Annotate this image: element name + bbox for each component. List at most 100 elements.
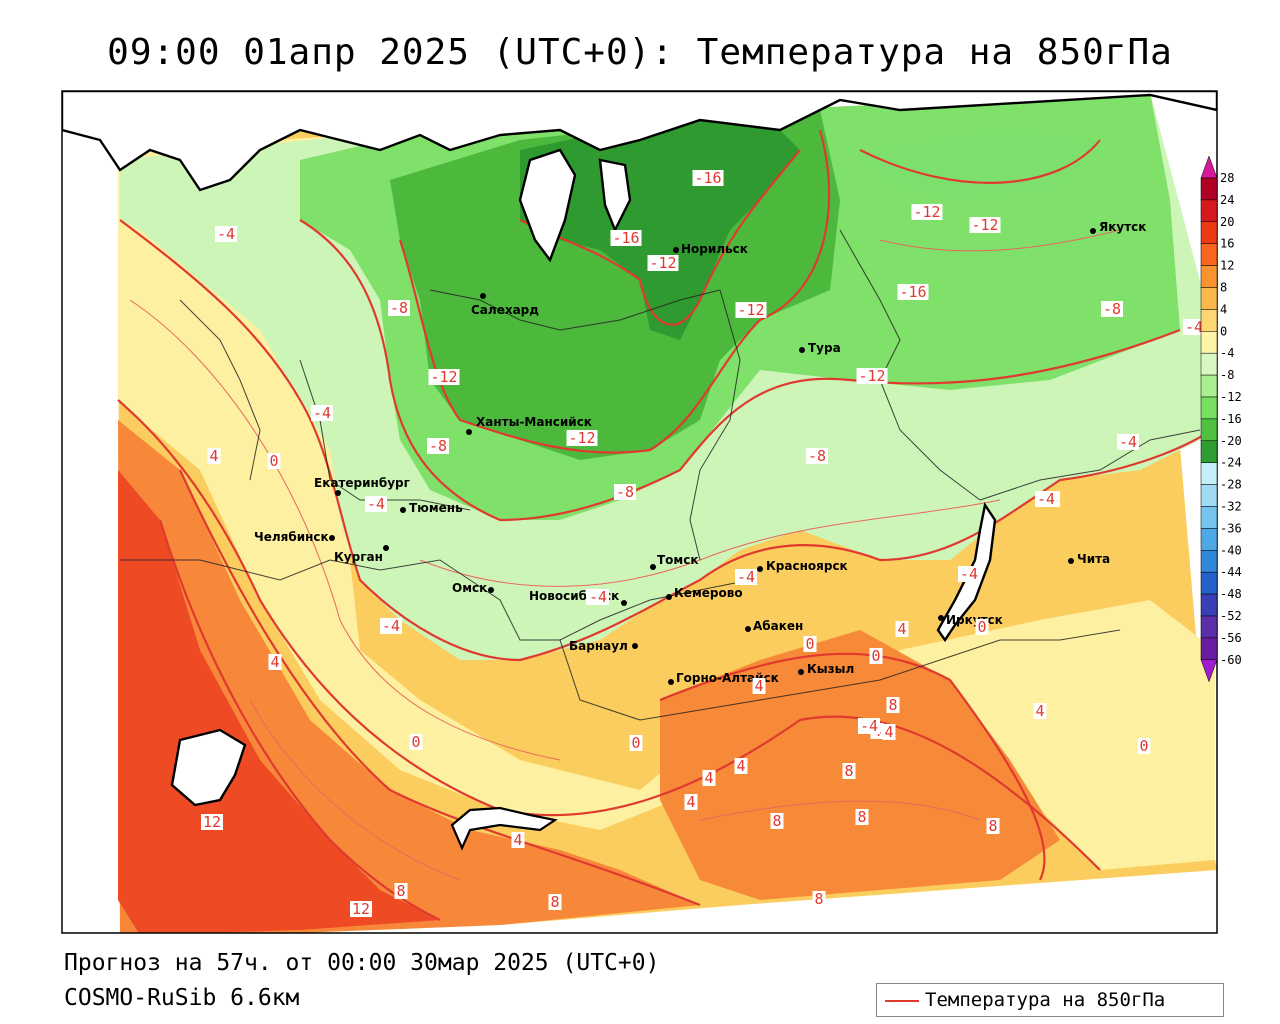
isotherm-label: 4 — [270, 653, 279, 671]
colorbar-swatch — [1200, 243, 1218, 266]
isotherm-label: -4 — [1185, 318, 1203, 336]
isotherm-label: 8 — [888, 696, 897, 714]
isotherm-label: 0 — [805, 635, 814, 653]
isotherm-label-bg — [1035, 491, 1057, 507]
isotherm-label-bg — [735, 569, 757, 585]
isotherm-label: -8 — [1103, 300, 1121, 318]
colorbar-tick-label: -16 — [1220, 412, 1242, 426]
city-label: Кызыл — [807, 662, 854, 676]
colorbar-bottom-arrow — [1200, 659, 1218, 683]
isotherm-label-bg — [394, 883, 408, 899]
city-label: Ханты-Мансийск — [476, 415, 592, 429]
colorbar-tick-label: 28 — [1220, 171, 1234, 185]
isotherm-label-bg — [969, 217, 1001, 233]
isotherm-label-bg — [812, 891, 826, 907]
city-marker: Кызыл — [798, 662, 854, 676]
lake-balkhash — [450, 806, 558, 851]
colorbar-tick-label: -60 — [1220, 653, 1242, 667]
border-line-8 — [179, 299, 261, 481]
colorbar-tick-label: -28 — [1220, 478, 1242, 492]
isotherm-label: -12 — [737, 301, 764, 319]
isotherm-label: 0 — [1139, 737, 1148, 755]
city-label: Красноярск — [766, 559, 848, 573]
city-marker: Чита — [1068, 552, 1110, 566]
isotherm-label-bg — [350, 901, 372, 917]
isotherm-label: 4 — [736, 757, 745, 775]
isotherm-label: 0 — [411, 733, 420, 751]
city-marker: Екатеринбург — [314, 476, 410, 496]
colorbar-tick-label: 20 — [1220, 215, 1234, 229]
isotherm-label-bg — [856, 368, 888, 384]
coastline-group — [62, 91, 1217, 851]
isotherm-label-bg — [566, 430, 598, 446]
colorbar-swatch — [1200, 396, 1218, 420]
isotherm-label-bg — [692, 170, 724, 186]
isotherm-label-bg — [702, 770, 716, 786]
isotherm-label: 8 — [772, 812, 781, 830]
city-label: Тюмень — [409, 501, 463, 515]
isotherm-label: -4 — [1037, 490, 1055, 508]
isotherm-label-bg — [365, 496, 387, 512]
colorbar-swatch — [1200, 593, 1218, 617]
colorbar-swatch — [1200, 506, 1218, 529]
map-title: 09:00 01апр 2025 (UTC+0): Температура на… — [107, 32, 1173, 73]
isotherm-label: 0 — [871, 647, 880, 665]
isotherm-label: -8 — [390, 299, 408, 317]
temp-zone-dark-green — [520, 110, 800, 340]
colorbar-swatch — [1200, 309, 1218, 332]
isotherm-label: -8 — [616, 483, 634, 501]
colorbar-tick-label: -8 — [1220, 368, 1234, 382]
isotherm-label-bg — [207, 448, 221, 464]
isotherm-label-bg — [886, 697, 900, 713]
legend: Температура на 850гПа — [876, 983, 1224, 1017]
colorbar-tick-label: -32 — [1220, 500, 1242, 514]
isotherm-label: 4 — [209, 447, 218, 465]
isotherm-label-bg — [548, 894, 562, 910]
isotherm-label-bg — [958, 566, 980, 582]
isotherm-label: 4 — [884, 723, 893, 741]
cities-layer: Салехард Норильск Якутск Тура Ханты-Манс… — [254, 220, 1146, 685]
colorbar-swatch — [1200, 265, 1218, 288]
colorbar-tick-label: -4 — [1220, 346, 1234, 360]
isotherm-label: 12 — [352, 900, 370, 918]
colorbar-tick-label: 16 — [1220, 237, 1234, 251]
isotherm-label: -4 — [382, 617, 400, 635]
colorbar-swatch — [1200, 462, 1218, 485]
isotherm-label-bg — [1137, 738, 1151, 754]
city-marker: Красноярск — [757, 559, 848, 573]
isotherm-label: 0 — [977, 618, 986, 636]
city-label: Абакен — [753, 619, 803, 633]
isotherm-label: -4 — [860, 717, 878, 735]
isotherm-label: 0 — [269, 452, 278, 470]
city-marker: Салехард — [471, 293, 539, 317]
isotherm-label-bg — [975, 619, 989, 635]
isotherm-label-bg — [882, 724, 896, 740]
isotherm-label: -12 — [858, 367, 885, 385]
colorbar-swatch — [1200, 221, 1218, 244]
color-scale-bar: 28 24 20 16 12 8 4 0 -4 -8 -12 -16 -20 -24 -28 -32 -36 -4… — [1200, 155, 1242, 683]
isotherm-label-bg — [684, 794, 698, 810]
isotherm-label: 8 — [814, 890, 823, 908]
isotherm-label-bg — [895, 621, 909, 637]
colorbar-swatch — [1200, 571, 1218, 595]
arctic-ocean — [62, 91, 1217, 192]
isotherm-thin-3 — [879, 229, 1121, 252]
isotherm-label: -12 — [430, 368, 457, 386]
city-marker: Норильск — [673, 242, 748, 256]
city-marker: Челябинск — [254, 530, 335, 544]
isotherm-label: 8 — [857, 808, 866, 826]
colorbar-swatch — [1200, 374, 1218, 398]
border-line-1 — [120, 559, 751, 641]
city-marker: Абакен — [745, 619, 803, 633]
colorbar-tick-label: -44 — [1220, 565, 1242, 579]
city-marker: Тура — [799, 341, 841, 355]
isotherm-label: 0 — [631, 734, 640, 752]
city-label: Норильск — [681, 242, 748, 256]
isotherm-label-bg — [986, 818, 1000, 834]
colorbar-swatch — [1200, 177, 1218, 201]
colorbar-swatch — [1200, 484, 1218, 507]
isotherm-label: -8 — [808, 447, 826, 465]
isotherm-label: 4 — [754, 677, 763, 695]
isotherm-label: -12 — [913, 203, 940, 221]
